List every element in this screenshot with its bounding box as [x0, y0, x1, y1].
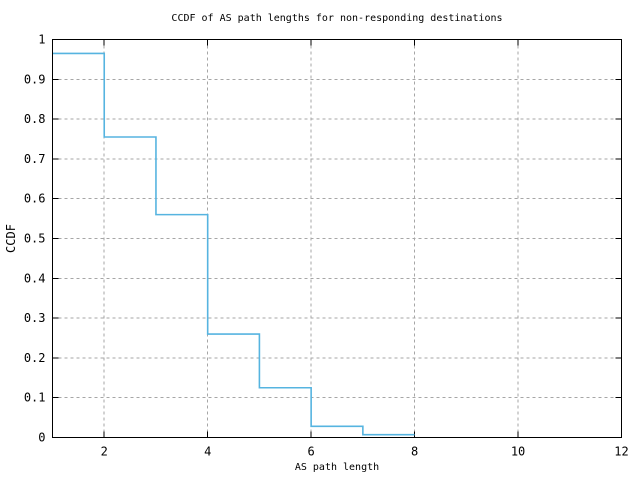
x-tick-label: 12 — [614, 445, 628, 459]
chart-title: CCDF of AS path lengths for non-respondi… — [171, 13, 502, 24]
x-axis-label: AS path length — [295, 462, 379, 473]
plot-border — [52, 39, 622, 438]
y-tick-label: 0.6 — [24, 192, 46, 206]
y-tick-label: 0.9 — [24, 72, 46, 86]
y-tick-label: 0.5 — [24, 232, 46, 246]
y-tick-label: 1 — [38, 33, 45, 47]
y-tick-label: 0.8 — [24, 112, 46, 126]
gridlines — [52, 39, 622, 438]
ccdf-step-line — [52, 52, 415, 436]
y-tick-label: 0.4 — [24, 271, 46, 285]
y-tick-label: 0.7 — [24, 152, 46, 166]
x-tick-label: 4 — [204, 445, 211, 459]
y-axis-label: CCDF — [4, 224, 18, 253]
y-tick-label: 0.2 — [24, 351, 46, 365]
x-tick-label: 2 — [101, 445, 108, 459]
y-tick-label: 0 — [38, 431, 45, 445]
y-tick-label: 0.3 — [24, 311, 46, 325]
x-tick-labels: 2 4 6 8 10 12 — [101, 445, 629, 459]
x-tick-label: 6 — [308, 445, 315, 459]
x-tick-label: 8 — [411, 445, 418, 459]
x-tick-label: 10 — [511, 445, 525, 459]
y-tick-label: 0.1 — [24, 391, 46, 405]
y-tick-labels: 0 0.1 0.2 0.3 0.4 0.5 0.6 0.7 0.8 0.9 1 — [24, 33, 46, 445]
